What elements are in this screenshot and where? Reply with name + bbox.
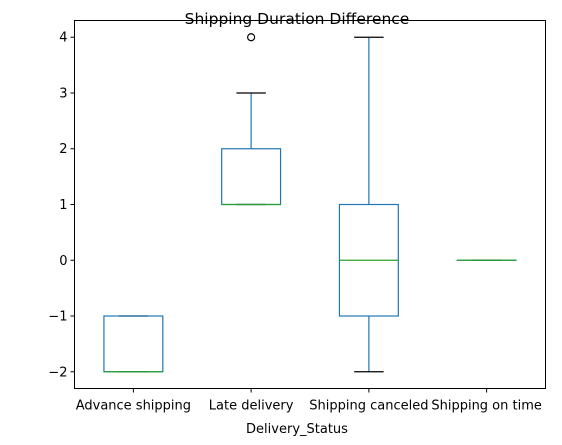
x-tick-label: Shipping on time [431,399,542,414]
x-tick-label: Late delivery [209,399,294,414]
x-tick-label: Shipping canceled [309,399,428,414]
y-tick-label: −1 [48,310,67,325]
box-group-0 [103,315,164,373]
outlier-point [247,33,256,42]
y-tick-label: 3 [59,86,67,101]
iqr-box [103,315,164,373]
x-axis-label: Delivery_Status [246,422,348,437]
chart-title: Shipping Duration Difference [185,10,410,28]
axes-frame [74,20,546,389]
x-tick-label: Advance shipping [76,399,191,414]
y-tick-label: 1 [59,198,67,213]
y-tick-label: −2 [48,365,67,380]
y-axis: −2 −1 0 1 2 3 4 [48,31,75,380]
iqr-box [221,148,282,206]
box-group-1 [221,33,282,206]
x-axis: Advance shipping Late delivery Shipping ca… [76,388,542,414]
y-tick-label: 4 [59,31,67,46]
y-tick-label: 2 [59,142,67,157]
box-group-2 [338,36,399,373]
plot-area [103,33,517,373]
y-tick-label: 0 [59,254,67,269]
